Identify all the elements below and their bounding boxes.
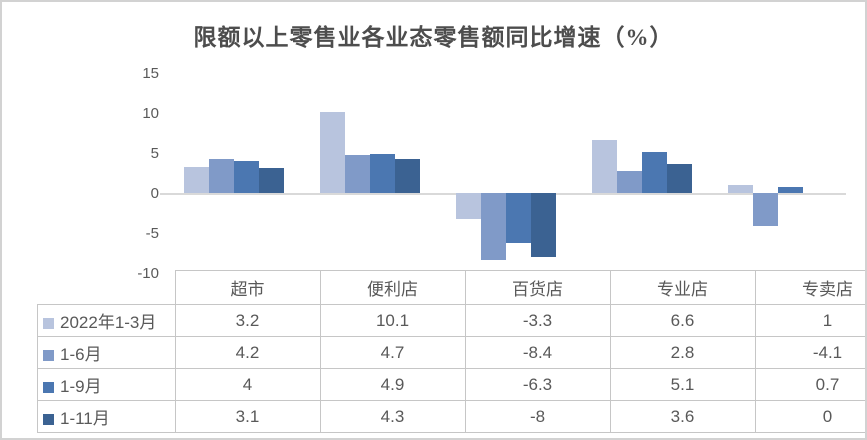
table-header-row: 超市 便利店 百货店 专业店 专卖店 (38, 270, 865, 305)
value-cell-s3-c0: 3.1 (174, 400, 321, 433)
bar-series2-cat1 (370, 153, 395, 193)
table-row-0: 2022年1-3月 3.2 10.1 -3.3 6.6 1 (37, 304, 865, 337)
value-cell-s3-c1: 4.3 (319, 400, 466, 433)
bar-series0-cat1 (320, 112, 345, 193)
value-cell-s2-c2: -6.3 (464, 368, 611, 401)
table-row-1: 1-6月 4.2 4.7 -8.4 2.8 -4.1 (37, 336, 865, 369)
y-tick-label-5: 5 (150, 145, 159, 162)
bar-series3-cat2 (531, 193, 556, 257)
bar-series1-cat4 (753, 193, 778, 226)
legend-swatch-2 (43, 382, 54, 393)
bar-series0-cat0 (184, 167, 209, 193)
value-cell-s2-c0: 4 (174, 368, 321, 401)
row-header-0: 2022年1-3月 (37, 304, 176, 337)
value-cell-s0-c2: -3.3 (464, 304, 611, 337)
value-cell-s3-c3: 3.6 (609, 400, 756, 433)
table-corner-cell (38, 271, 176, 305)
y-tick-label-10: 10 (142, 105, 159, 122)
bar-series0-cat3 (592, 140, 617, 193)
value-cell-s3-c4: 0 (754, 400, 865, 433)
y-tick-label-15: 15 (142, 65, 159, 82)
value-cell-s1-c4: -4.1 (754, 336, 865, 369)
y-tick-label--5: -5 (145, 225, 159, 242)
value-cell-s3-c2: -8 (464, 400, 611, 433)
value-cell-s0-c1: 10.1 (319, 304, 466, 337)
chart-title: 限额以上零售业各业态零售额同比增速（%） (193, 25, 674, 50)
column-header-0: 超市 (174, 270, 321, 305)
table-row-3: 1-11月 3.1 4.3 -8 3.6 0 (37, 400, 865, 433)
value-cell-s0-c0: 3.2 (174, 304, 321, 337)
bar-series0-cat4 (728, 185, 753, 193)
table-body: 2022年1-3月 3.2 10.1 -3.3 6.6 1 1-6月 4.2 4.7 -8.4 2.… (37, 304, 865, 433)
bar-series2-cat4 (778, 187, 803, 193)
y-tick-label--10: -10 (137, 265, 159, 282)
column-header-3: 专业店 (609, 270, 756, 305)
row-header-2: 1-9月 (37, 368, 176, 401)
bar-series2-cat0 (234, 161, 259, 193)
value-cell-s0-c4: 1 (754, 304, 865, 337)
value-cell-s1-c0: 4.2 (174, 336, 321, 369)
bar-series2-cat3 (642, 152, 667, 193)
row-header-1: 1-6月 (37, 336, 176, 369)
row-label-2: 1-9月 (60, 377, 102, 396)
legend-swatch-1 (43, 350, 54, 361)
row-header-3: 1-11月 (37, 400, 176, 433)
value-cell-s2-c1: 4.9 (319, 368, 466, 401)
table-row-2: 1-9月 4 4.9 -6.3 5.1 0.7 (37, 368, 865, 401)
bar-series2-cat2 (506, 193, 531, 244)
y-tick-label-0: 0 (150, 185, 159, 202)
legend-swatch-0 (43, 318, 54, 329)
value-cell-s1-c3: 2.8 (609, 336, 756, 369)
column-header-1: 便利店 (319, 270, 466, 305)
legend-swatch-3 (43, 414, 54, 425)
column-header-4: 专卖店 (754, 270, 865, 305)
value-cell-s0-c3: 6.6 (609, 304, 756, 337)
value-cell-s1-c2: -8.4 (464, 336, 611, 369)
chart-data-table: 超市 便利店 百货店 专业店 专卖店 2022年1-3月 3.2 10.1 -3.3 6.6 1 1… (37, 270, 865, 433)
row-label-0: 2022年1-3月 (60, 313, 157, 332)
bar-series3-cat1 (395, 158, 420, 193)
value-cell-s2-c3: 5.1 (609, 368, 756, 401)
value-cell-s1-c1: 4.7 (319, 336, 466, 369)
bar-series1-cat2 (481, 193, 506, 261)
bar-series1-cat1 (345, 155, 370, 193)
bar-series1-cat0 (209, 159, 234, 193)
row-label-1: 1-6月 (60, 345, 102, 364)
value-cell-s2-c4: 0.7 (754, 368, 865, 401)
bar-series3-cat0 (259, 168, 284, 193)
column-header-2: 百货店 (464, 270, 611, 305)
row-label-3: 1-11月 (60, 409, 110, 428)
bar-series3-cat3 (667, 164, 692, 193)
bar-series0-cat2 (456, 193, 481, 220)
bar-series1-cat3 (617, 170, 642, 193)
